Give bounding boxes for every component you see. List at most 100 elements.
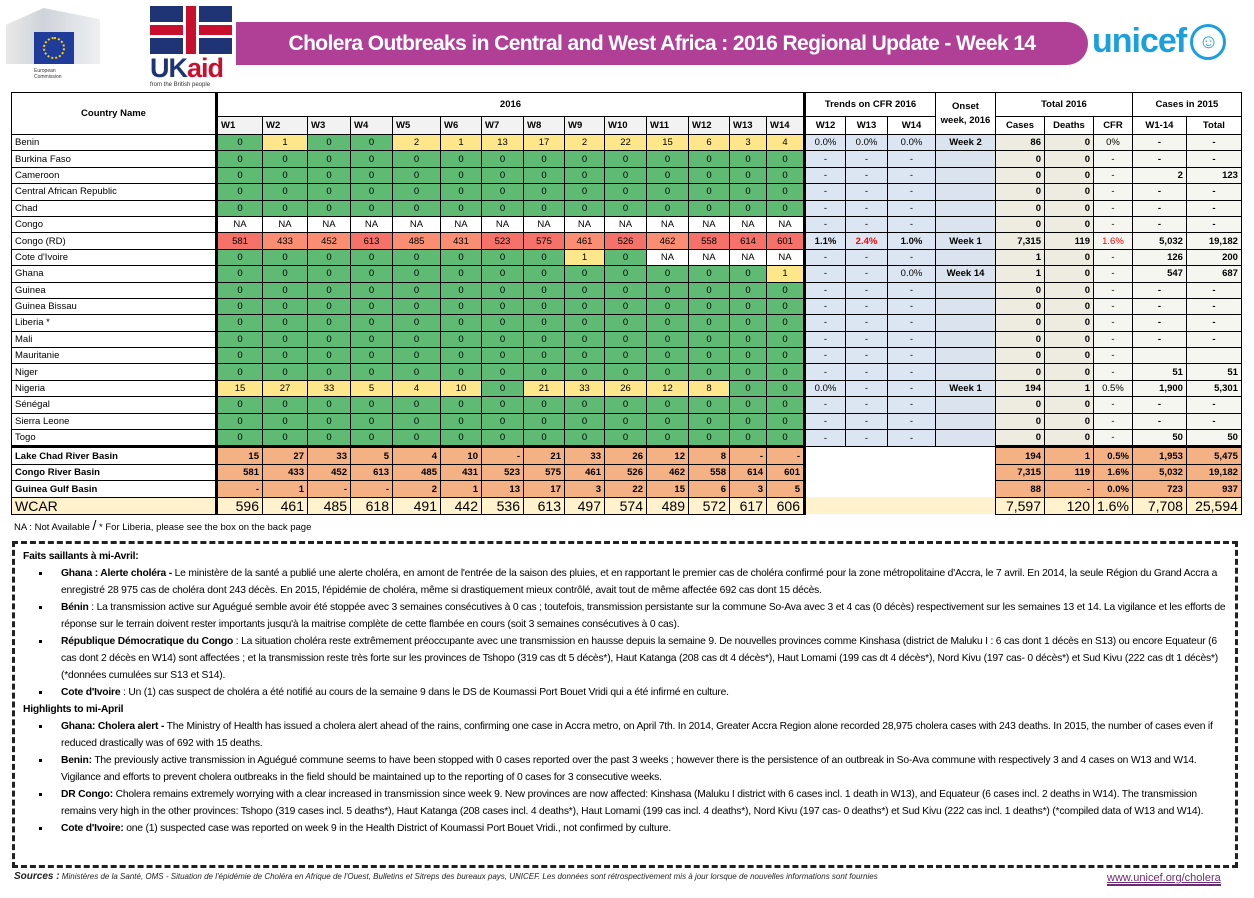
weekly-cases: 2 [564, 133, 605, 152]
weekly-cases: 0 [215, 248, 263, 267]
basin-row: Lake Chad River Basin 15 27 33 5 4 10-21 33 26 12… [11, 445, 1242, 465]
weekly-cases: 1 [766, 265, 805, 283]
weekly-cases: 0 [262, 281, 308, 299]
weekly-cases: 0 [604, 281, 647, 299]
onset-week [935, 281, 996, 299]
weekly-cases: 0 [604, 248, 647, 267]
region-weekly-cases: 572 [688, 496, 730, 515]
region-weekly-cases: 15 [646, 480, 689, 498]
weekly-cases: 0 [262, 166, 308, 185]
trend-week-header: W14 [887, 116, 936, 135]
total-2016-header: Total 2016 [995, 92, 1133, 117]
weekly-cases: 0 [564, 265, 605, 283]
sources-text: Ministères de la Santé, OMS - Situation … [59, 872, 878, 881]
onset-week [935, 166, 996, 185]
total-cfr: - [1093, 347, 1133, 365]
weekly-cases: 13 [481, 133, 524, 152]
total-cfr: - [1093, 330, 1133, 349]
region-weekly-cases: 33 [307, 445, 351, 465]
weekly-cases: 0 [215, 199, 263, 217]
weekly-cases: 0 [604, 183, 647, 201]
cases-2015-w1-14: - [1131, 297, 1187, 316]
cases-2015-w1-14: - [1131, 314, 1187, 332]
weekly-cases: 0 [766, 297, 805, 316]
country-name: Congo [11, 215, 217, 234]
region-weekly-cases: 442 [440, 496, 482, 515]
weekly-cases: 526 [604, 232, 647, 250]
unicef-cholera-link[interactable]: www.unicef.org/cholera [1107, 872, 1221, 886]
region-weekly-cases: 8 [688, 445, 730, 465]
weekly-cases: 0 [604, 199, 647, 217]
weekly-cases: 0 [350, 166, 393, 185]
region-weekly-cases: 618 [350, 496, 393, 515]
weekly-cases: 0 [564, 183, 605, 201]
weekly-cases: 0 [564, 166, 605, 185]
region-cfr: 1.6% [1093, 496, 1133, 515]
weekly-cases: 0 [688, 429, 730, 448]
weekly-cases: 0 [215, 396, 263, 414]
weekly-cases: 0 [440, 347, 482, 365]
highlight-lead: République Démocratique du Congo [61, 636, 234, 647]
weekly-cases: NA [350, 215, 393, 234]
total-cfr: - [1093, 363, 1133, 381]
region-deaths: 119 [1044, 463, 1094, 482]
weekly-cases: 0 [564, 314, 605, 332]
onset-week [935, 248, 996, 267]
weekly-cases: 0 [350, 248, 393, 267]
weekly-cases: 2 [392, 133, 441, 152]
trend-week-header: W12 [803, 116, 846, 135]
total-cfr: 0% [1093, 133, 1133, 152]
cases-2015-total: 50 [1185, 429, 1242, 448]
weekly-cases: 4 [766, 133, 805, 152]
cases-2015-total: 200 [1185, 248, 1242, 267]
weekly-cases: 0 [766, 429, 805, 448]
total-deaths: 0 [1044, 347, 1094, 365]
region-w1-14: 5,032 [1131, 463, 1187, 482]
weekly-cases: NA [392, 215, 441, 234]
total-deaths: 0 [1044, 150, 1094, 168]
cfr-trend: - [803, 297, 846, 316]
weekly-cases: NA [688, 248, 730, 267]
week-header: W12 [688, 116, 730, 135]
country-name: Guinea Bissau [11, 297, 217, 316]
weekly-cases: 0 [307, 281, 351, 299]
onset-week [935, 150, 996, 168]
table-row: Mali 0 0 0 0 0 0 0 0 0 0 0 0 0 0- - -0 0- - - [11, 330, 1242, 349]
country-name: Sierra Leone [11, 412, 217, 431]
highlight-lead: Cote d'Ivoire: [61, 823, 124, 834]
region-weekly-cases: - [729, 445, 767, 465]
total-deaths: 0 [1044, 265, 1094, 283]
cases-2015-col-header: W1-14 [1131, 116, 1187, 135]
region-name: WCAR [11, 496, 217, 515]
region-weekly-cases: 497 [564, 496, 605, 515]
region-name: Lake Chad River Basin [11, 445, 217, 465]
week-header: W6 [440, 116, 482, 135]
highlights-fr-list: Ghana : Alerte choléra - Le ministère de… [23, 565, 1227, 701]
cfr-trend: - [887, 150, 936, 168]
blank-cell [803, 464, 996, 481]
table-row: Guinea 0 0 0 0 0 0 0 0 0 0 0 0 0 0- - -0 0- - - [11, 281, 1242, 299]
weekly-cases: 0 [604, 347, 647, 365]
weekly-cases: 0 [564, 412, 605, 431]
region-weekly-cases: 613 [350, 463, 393, 482]
cfr-trend: 0.0% [845, 133, 888, 152]
weekly-cases: NA [729, 215, 767, 234]
region-weekly-cases: 12 [646, 445, 689, 465]
cases-2015-w1-14: - [1131, 133, 1187, 152]
total-cfr: - [1093, 248, 1133, 267]
cfr-trend: - [803, 347, 846, 365]
total-deaths: 0 [1044, 166, 1094, 185]
weekly-cases: 0 [646, 396, 689, 414]
cfr-trend: - [887, 429, 936, 448]
weekly-cases: 0 [646, 347, 689, 365]
cases-2015-total: - [1185, 183, 1242, 201]
weekly-cases: 0 [262, 330, 308, 349]
weekly-cases: 0 [564, 429, 605, 448]
table-row: Congo NA NA NA NA NA NA NA NA NA NA NA NA NA NA - - -0 0- -… [11, 215, 1242, 234]
cases-2015-total: - [1185, 215, 1242, 234]
total-col-header: Deaths [1044, 116, 1094, 135]
weekly-cases: 0 [215, 150, 263, 168]
highlights-box: Faits saillants à mi-Avril: Ghana : Aler… [12, 541, 1238, 868]
onset-week [935, 330, 996, 349]
highlight-text: The Ministry of Health has issued a chol… [61, 721, 1213, 749]
